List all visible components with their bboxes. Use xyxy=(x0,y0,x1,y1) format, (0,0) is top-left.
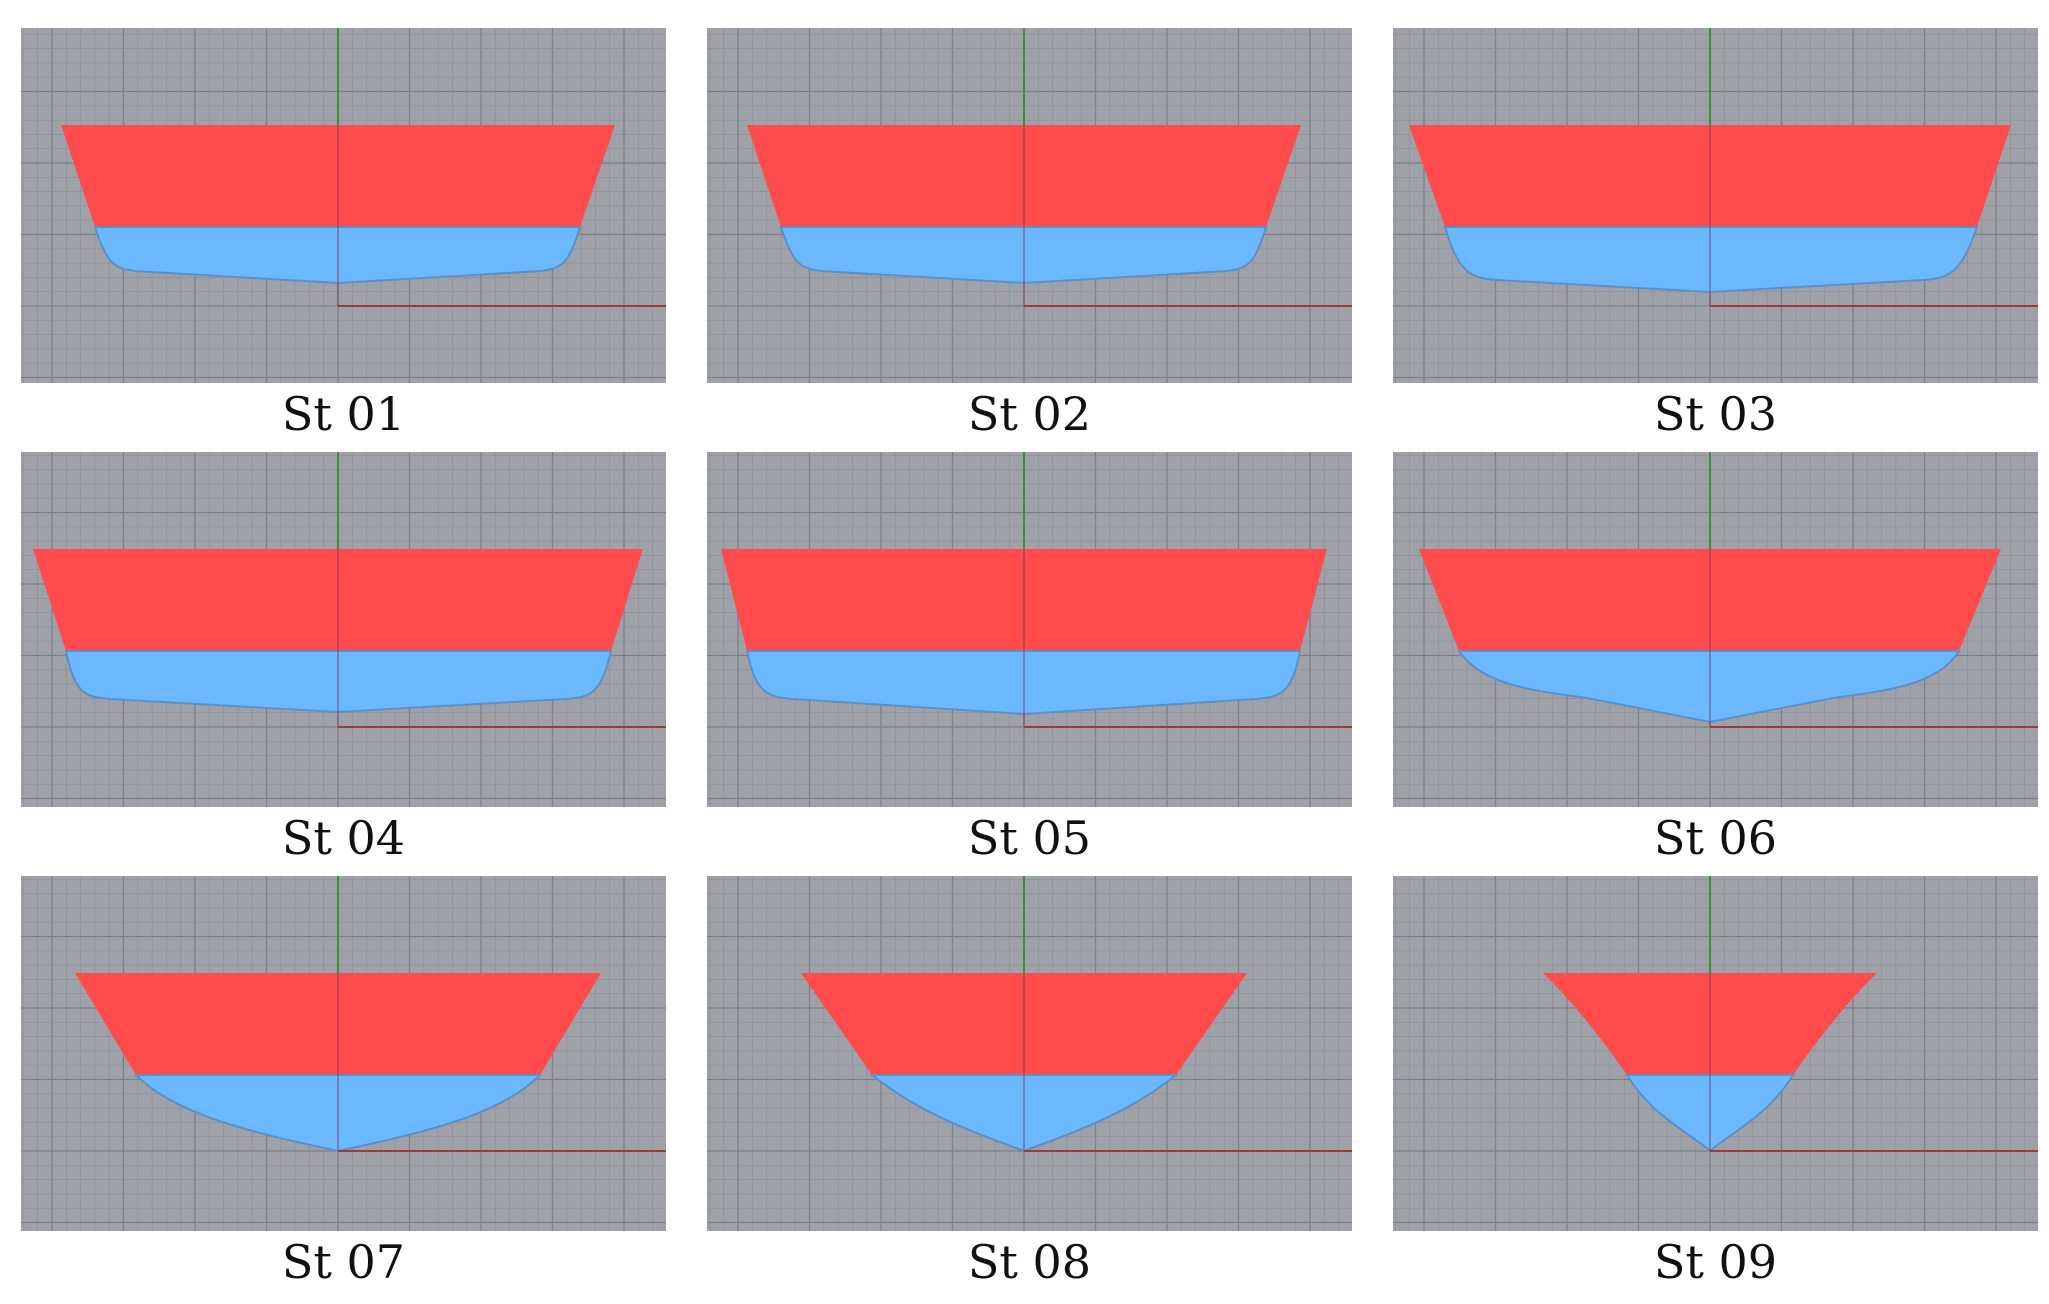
station-02-viewport xyxy=(707,28,1352,383)
station-03-label: St 03 xyxy=(1653,387,1778,441)
hull-section-svg xyxy=(707,876,1352,1231)
station-08-viewport xyxy=(707,876,1352,1231)
hull-section-svg xyxy=(1393,876,2038,1231)
below-waterline-section xyxy=(1457,650,1961,724)
station-05-viewport xyxy=(707,452,1352,807)
station-03-viewport xyxy=(1393,28,2038,383)
hull-section-svg xyxy=(1393,452,2038,807)
station-01-label: St 01 xyxy=(281,387,406,441)
station-07-viewport xyxy=(21,876,666,1231)
station-02-label: St 02 xyxy=(967,387,1092,441)
station-01-viewport xyxy=(21,28,666,383)
below-waterline-section xyxy=(1443,226,1979,294)
station-08-label: St 08 xyxy=(967,1235,1092,1289)
station-04-viewport xyxy=(21,452,666,807)
station-06-viewport xyxy=(1393,452,2038,807)
hull-section-svg xyxy=(21,28,666,383)
station-05-label: St 05 xyxy=(967,811,1092,865)
hull-section-svg xyxy=(1393,28,2038,383)
station-06-label: St 06 xyxy=(1653,811,1778,865)
hull-section-svg xyxy=(21,452,666,807)
hull-section-svg xyxy=(21,876,666,1231)
station-07-label: St 07 xyxy=(281,1235,406,1289)
station-09-viewport xyxy=(1393,876,2038,1231)
hull-section-svg xyxy=(707,28,1352,383)
grid-lines xyxy=(1393,876,2038,1231)
station-09-label: St 09 xyxy=(1653,1235,1778,1289)
hull-section-svg xyxy=(707,452,1352,807)
station-04-label: St 04 xyxy=(281,811,406,865)
